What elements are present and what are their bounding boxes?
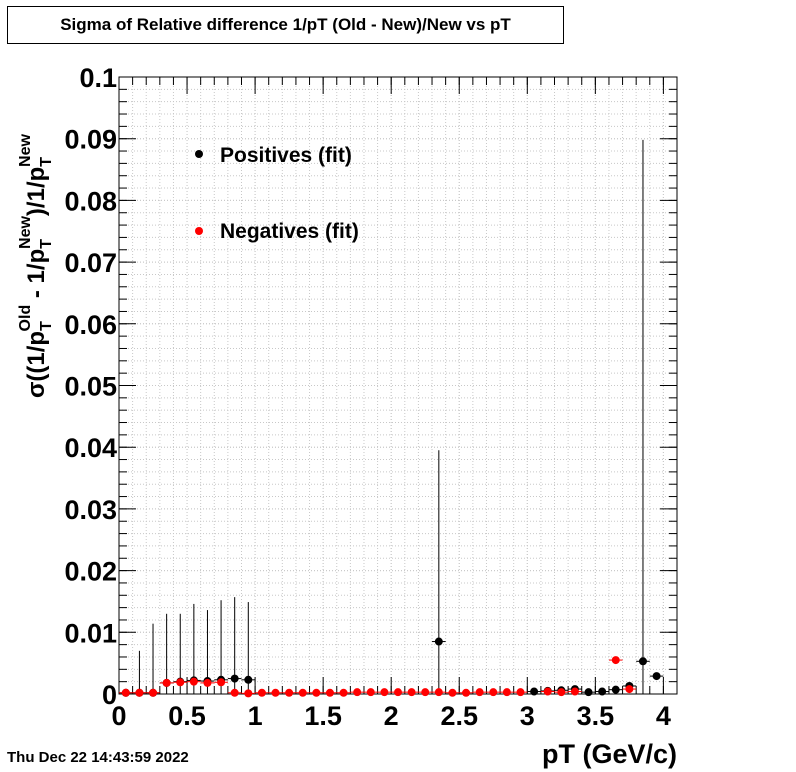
data-point [162, 678, 171, 687]
data-point [516, 688, 525, 697]
data-point [149, 688, 158, 697]
legend: Positives (fit) Negatives (fit) [195, 144, 359, 243]
data-point [502, 688, 511, 697]
data-point [462, 688, 471, 697]
data-point [366, 688, 375, 697]
y-axis-label-part: - 1/p [23, 249, 50, 305]
x-tick-label: 1 [248, 701, 263, 731]
data-point [135, 688, 144, 697]
data-series [119, 139, 664, 698]
legend-label-negatives: Negatives (fit) [220, 220, 359, 243]
data-point [121, 688, 130, 697]
data-point [203, 678, 212, 687]
data-point [611, 656, 620, 665]
data-point [598, 687, 607, 696]
y-tick-label: 0.03 [64, 495, 117, 525]
x-tick-label: 0 [111, 701, 126, 731]
x-tick-label: 0.5 [168, 701, 206, 731]
legend-label-positives: Positives (fit) [220, 144, 352, 167]
data-point [189, 677, 198, 686]
y-axis-label-part: σ((1/p [23, 331, 50, 398]
legend-marker-negatives [195, 227, 203, 235]
x-tick-label: 3 [520, 701, 535, 731]
data-point [257, 688, 266, 697]
data-point [638, 657, 647, 666]
data-point [557, 688, 566, 697]
x-axis-ticks: 0 0.5 1 1.5 2 2.5 3 3.5 4 [111, 77, 671, 731]
x-tick-label: 2.5 [440, 701, 478, 731]
y-tick-label: 0.05 [64, 372, 117, 402]
y-tick-label: 0.04 [64, 433, 117, 463]
x-axis-label: pT (GeV/c) [542, 739, 677, 769]
series-negatives [119, 656, 637, 698]
data-point [625, 685, 634, 694]
y-tick-label: 0.09 [64, 125, 117, 155]
data-point [611, 685, 620, 694]
y-axis-label-part: New [17, 216, 34, 249]
x-tick-label: 3.5 [577, 701, 615, 731]
legend-marker-positives [195, 150, 203, 158]
data-point [339, 688, 348, 697]
data-point [380, 688, 389, 697]
data-point [244, 689, 253, 698]
data-point [230, 674, 239, 683]
y-axis-label-part: T [38, 239, 55, 249]
data-point [543, 687, 552, 696]
y-tick-label: 0.1 [79, 63, 117, 93]
y-tick-label: 0.08 [64, 186, 117, 216]
x-tick-label: 4 [656, 701, 671, 731]
y-axis-label-part: T [38, 157, 55, 167]
data-point [421, 688, 430, 697]
y-tick-label: 0.06 [64, 310, 117, 340]
data-point [652, 672, 661, 681]
minor-ticks [118, 76, 678, 695]
data-point [271, 688, 280, 697]
data-point [325, 688, 334, 697]
chart-title: Sigma of Relative difference 1/pT (Old -… [7, 6, 564, 44]
y-tick-label: 0 [102, 680, 117, 710]
data-point [434, 637, 443, 646]
y-axis-label: σ((1/pTOld - 1/pTNew)/1/pTNew [17, 133, 55, 398]
data-point [353, 688, 362, 697]
y-tick-label: 0.07 [64, 248, 117, 278]
data-point [230, 688, 239, 697]
y-axis-label-part: New [17, 133, 34, 166]
data-point [530, 687, 539, 696]
data-point [244, 675, 253, 684]
data-point [570, 687, 579, 696]
y-axis-ticks: 0 0.01 0.02 0.03 0.04 0.05 0.06 0.07 0.08 0.09 0.1 [64, 63, 677, 710]
data-point [217, 678, 226, 687]
data-point [489, 688, 498, 697]
y-axis-label-part: Old [17, 305, 34, 332]
data-point [448, 688, 457, 697]
data-point [312, 688, 321, 697]
data-point [407, 688, 416, 697]
x-tick-label: 1.5 [304, 701, 342, 731]
data-point [285, 688, 294, 697]
y-tick-label: 0.01 [64, 618, 117, 648]
data-point [434, 688, 443, 697]
data-point [584, 688, 593, 697]
timestamp: Thu Dec 22 14:43:59 2022 [7, 749, 189, 766]
data-point [176, 678, 185, 687]
y-tick-label: 0.02 [64, 557, 117, 587]
data-point [475, 688, 484, 697]
data-point [298, 688, 307, 697]
series-positives [119, 139, 664, 697]
grid [118, 76, 678, 695]
data-point [394, 688, 402, 697]
y-axis-label-part: T [38, 321, 55, 331]
y-axis-label-part: )/1/p [23, 167, 50, 216]
x-tick-label: 2 [384, 701, 399, 731]
